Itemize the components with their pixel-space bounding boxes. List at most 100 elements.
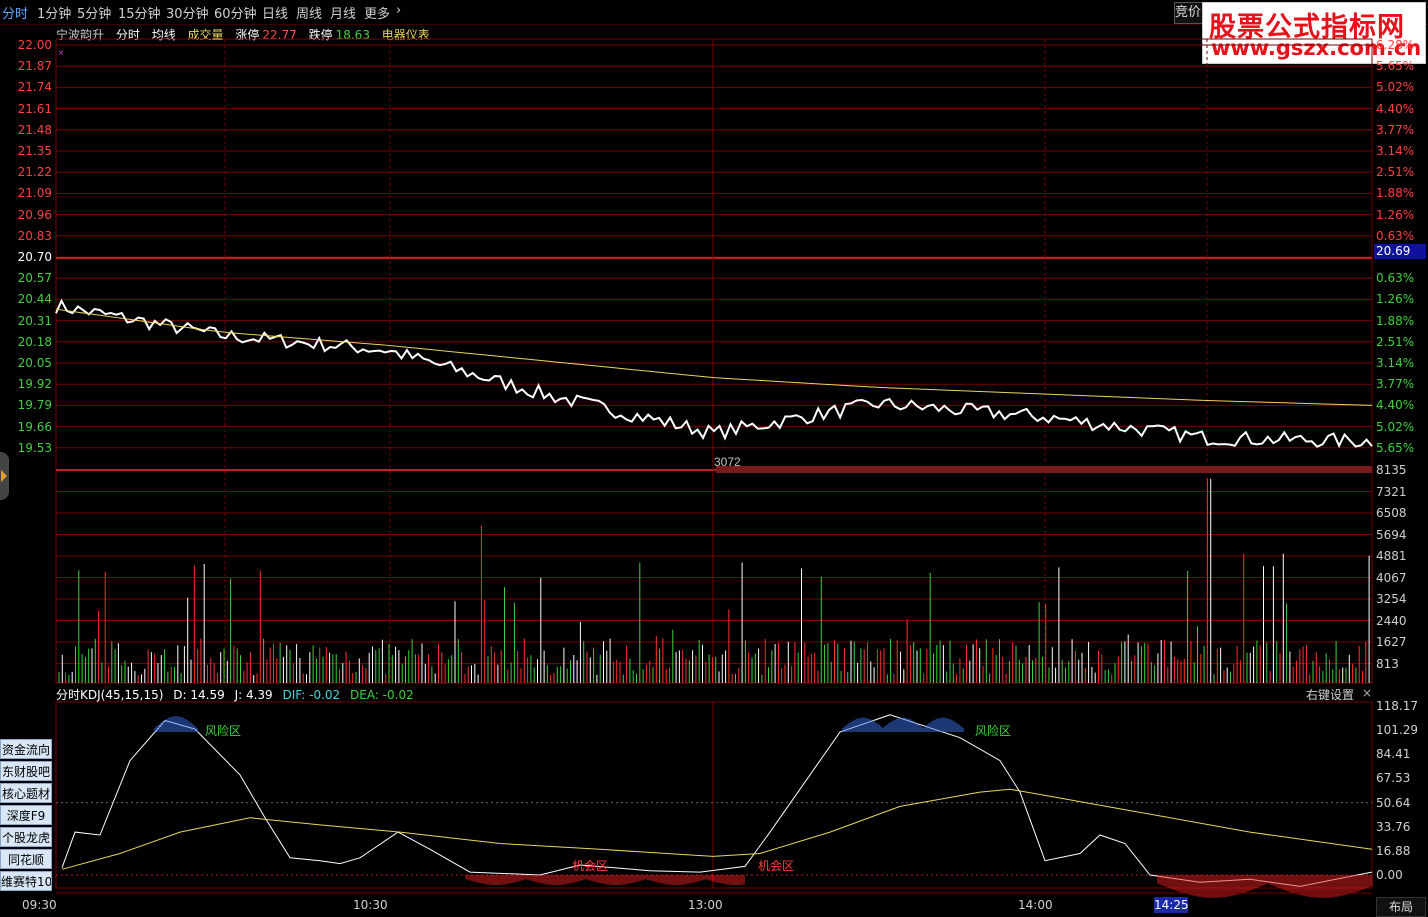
- kdj-d-line: [61, 788, 1373, 870]
- watermark-logo: 股票公式指标网 www.gszx.com.cn: [1202, 2, 1426, 64]
- time-label-0930: 09:30: [22, 898, 57, 912]
- price-tick-right: 5.65%: [1376, 59, 1415, 74]
- price-tick-right: 1.26%: [1376, 207, 1415, 222]
- close-icon[interactable]: ×: [1362, 686, 1373, 700]
- price-tick-right: 3.77%: [1376, 377, 1415, 392]
- price-tick-left: 20.83: [17, 228, 52, 243]
- price-tick-left: 20.96: [17, 207, 52, 222]
- price-tick-left: 20.57: [17, 271, 52, 286]
- auction-button[interactable]: 竞价: [1174, 2, 1206, 24]
- kdj-d-value: D: 14.59: [173, 688, 225, 702]
- kdj-j-value: J: 4.39: [234, 688, 273, 702]
- price-tick-right: 3.14%: [1376, 144, 1415, 158]
- tab-15min[interactable]: 15分钟: [118, 7, 161, 22]
- kdj-dif-value: DIF: -0.02: [282, 688, 341, 702]
- price-tick-right: 0.63%: [1376, 228, 1415, 243]
- side-button-core-topic[interactable]: 核心题材: [0, 783, 52, 803]
- volume-tick: 6508: [1376, 506, 1407, 520]
- kdj-header: 分时KDJ(45,15,15) D: 14.59 J: 4.39 DIF: -0…: [56, 686, 420, 703]
- price-tick-right: 4.40%: [1376, 398, 1415, 413]
- price-tick-left: 21.74: [17, 80, 52, 95]
- price-tick-right: 5.02%: [1376, 419, 1415, 434]
- layout-button[interactable]: 布局: [1376, 897, 1426, 917]
- side-button-eastmoney-forum[interactable]: 东财股吧: [0, 761, 52, 781]
- risk-zone-label: 风险区: [205, 723, 241, 738]
- tab-intraday[interactable]: 分时: [2, 7, 29, 22]
- price-tick-right: 0.63%: [1376, 271, 1415, 286]
- kdj-tick: 50.64: [1376, 795, 1411, 810]
- price-tick-left: 20.70: [17, 250, 52, 264]
- price-tick-left: 19.92: [17, 377, 52, 392]
- price-tick-right: 5.02%: [1376, 80, 1415, 95]
- tab-daily[interactable]: 日线: [262, 7, 289, 22]
- kdj-tick: 16.88: [1376, 843, 1411, 858]
- volume-marker-label: 3072: [714, 455, 741, 469]
- volume-tick: 813: [1376, 656, 1399, 671]
- time-label-1300: 13:00: [688, 898, 723, 912]
- volume-marker-bar: [716, 466, 1372, 473]
- price-tick-right: 3.77%: [1376, 122, 1415, 137]
- kdj-tick: 118.17: [1376, 699, 1418, 713]
- price-tick-left: 20.05: [17, 356, 52, 370]
- volume-tick: 8135: [1376, 463, 1407, 477]
- kdj-tick: 0.00: [1376, 868, 1403, 882]
- kdj-k-line: [61, 714, 1373, 887]
- cursor-time-tag: 14:25: [1154, 897, 1189, 913]
- risk-zone-label: 风险区: [975, 723, 1011, 738]
- chance-zone-label: 机会区: [572, 859, 608, 873]
- price-tick-left: 19.53: [17, 440, 52, 455]
- tab-5min[interactable]: 5分钟: [77, 7, 112, 22]
- kdj-dea-value: DEA: -0.02: [350, 688, 414, 702]
- side-button-weisaite[interactable]: 维赛特10: [0, 871, 52, 891]
- price-tick-left: 21.48: [17, 122, 52, 137]
- watermark-title: 股票公式指标网: [1209, 12, 1405, 43]
- tab-60min[interactable]: 60分钟: [214, 7, 257, 22]
- expand-panel-handle[interactable]: [0, 452, 9, 500]
- price-tick-left: 21.87: [17, 59, 52, 74]
- price-tick-left: 20.18: [17, 334, 52, 349]
- price-tick-left: 19.79: [17, 398, 52, 413]
- price-tick-left: 20.31: [17, 313, 52, 328]
- price-tick-left: 21.09: [17, 186, 52, 201]
- tab-weekly[interactable]: 周线: [296, 7, 323, 22]
- kdj-title[interactable]: 分时KDJ(45,15,15): [56, 688, 164, 702]
- kdj-chart-frame: [55, 701, 1373, 889]
- current-price-tag: 20.69: [1374, 244, 1426, 259]
- price-tick-left: 21.35: [17, 144, 52, 158]
- tab-more[interactable]: 更多: [364, 7, 391, 22]
- volume-tick: 7321: [1376, 484, 1407, 499]
- price-tick-right: 6.28%: [1376, 38, 1415, 52]
- watermark-url: www.gszx.com.cn: [1211, 36, 1422, 60]
- price-tick-right: 1.26%: [1376, 292, 1415, 307]
- price-tick-left: 21.61: [17, 101, 52, 116]
- volume-tick: 5694: [1376, 527, 1407, 542]
- volume-tick: 4881: [1376, 549, 1407, 563]
- side-button-fund-flow[interactable]: 资金流向: [0, 739, 52, 759]
- kdj-tick: 67.53: [1376, 771, 1411, 786]
- tab-1min[interactable]: 1分钟: [37, 7, 72, 22]
- price-tick-right: 1.88%: [1376, 313, 1415, 328]
- price-tick-left: 21.22: [17, 165, 52, 180]
- price-tick-right: 5.65%: [1376, 440, 1415, 455]
- avg-line: [55, 308, 1373, 406]
- chevron-right-icon[interactable]: ›: [396, 3, 402, 18]
- price-tick-right: 2.51%: [1376, 165, 1415, 180]
- price-tick-left: 22.00: [17, 38, 52, 52]
- side-button-depth-f9[interactable]: 深度F9: [0, 805, 52, 825]
- cross-marker-icon: ×: [58, 48, 64, 59]
- side-button-tonghuashun[interactable]: 同花顺: [0, 849, 52, 869]
- kdj-tick: 101.29: [1376, 723, 1418, 738]
- tab-30min[interactable]: 30分钟: [166, 7, 209, 22]
- time-label-1030: 10:30: [353, 898, 388, 912]
- main-chart-frame: [55, 38, 1373, 684]
- tab-monthly[interactable]: 月线: [330, 7, 357, 22]
- side-button-dragon-tiger[interactable]: 个股龙虎: [0, 827, 52, 847]
- right-click-settings[interactable]: 右键设置: [1306, 688, 1355, 702]
- price-tick-right: 2.51%: [1376, 334, 1415, 349]
- price-tick-left: 20.44: [17, 292, 52, 307]
- volume-tick: 3254: [1376, 592, 1407, 606]
- volume-tick: 4067: [1376, 570, 1407, 585]
- volume-tick: 1627: [1376, 635, 1407, 649]
- kdj-tick: 33.76: [1376, 819, 1411, 834]
